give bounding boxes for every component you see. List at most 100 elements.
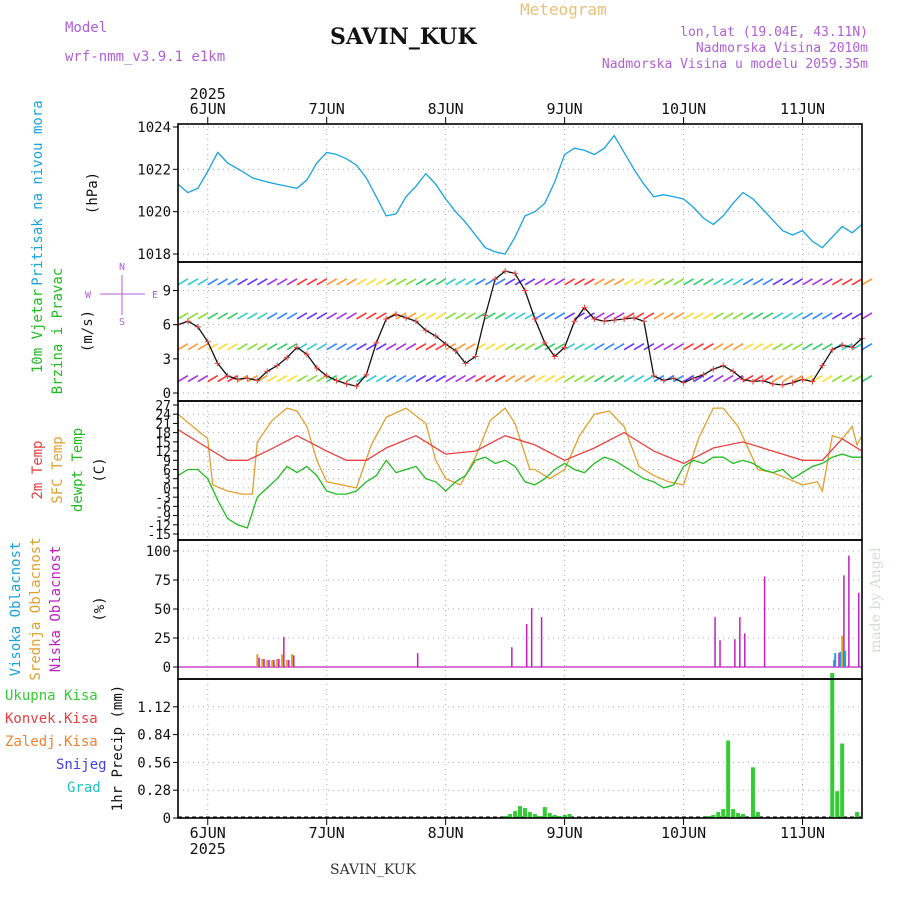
panel-frame-pressure bbox=[177, 123, 863, 263]
wind-speed-marker bbox=[462, 360, 469, 367]
cloud-low-bar bbox=[530, 607, 533, 667]
meteogram-label: Meteogram bbox=[520, 0, 607, 19]
wind-barb bbox=[742, 312, 754, 320]
y-tick-label: 6 bbox=[163, 318, 171, 334]
wind-barb bbox=[227, 343, 238, 351]
wind-speed-marker bbox=[442, 341, 449, 348]
wind-barb bbox=[316, 278, 328, 286]
wind-barb bbox=[772, 278, 784, 286]
wind-barb bbox=[802, 374, 813, 383]
y-tick-label: 0 bbox=[163, 482, 171, 497]
wind-barb bbox=[256, 278, 268, 286]
wind-barb bbox=[336, 343, 348, 351]
wind-barb bbox=[772, 312, 784, 320]
wind-barb bbox=[762, 312, 774, 320]
cloud-low-bar bbox=[293, 655, 295, 667]
compass-e: E bbox=[152, 290, 158, 301]
wind-barb bbox=[207, 343, 219, 351]
precip-unit: 1hr Precip (mm) bbox=[110, 685, 126, 811]
wind-barb bbox=[227, 278, 238, 286]
wind-barb bbox=[544, 278, 556, 286]
wind-speed-marker bbox=[611, 317, 618, 324]
wind-barb bbox=[574, 374, 585, 383]
wind-barb bbox=[802, 278, 813, 286]
wind-speed-marker bbox=[284, 354, 291, 361]
wind-speed-marker bbox=[244, 375, 251, 382]
wind-barb bbox=[177, 374, 189, 383]
wind-barb bbox=[792, 343, 804, 351]
wind-barb bbox=[286, 374, 298, 383]
temp-label-dewpt: dewpt Temp bbox=[70, 428, 86, 512]
wind-barb bbox=[673, 312, 685, 320]
wind-speed-marker bbox=[274, 362, 281, 369]
wind-barb bbox=[474, 374, 486, 383]
precip-bar bbox=[716, 812, 721, 818]
temp-label-sfc: SFC Temp bbox=[50, 436, 66, 503]
wind-barb bbox=[435, 312, 447, 320]
wind-speed-marker bbox=[680, 379, 687, 386]
wind-barb bbox=[346, 343, 357, 351]
wind-speed-marker bbox=[393, 311, 400, 318]
y-tick-label: 0.56 bbox=[137, 755, 171, 771]
wind-speed-marker bbox=[224, 372, 231, 379]
wind-barb bbox=[851, 312, 863, 320]
wind-barb bbox=[296, 278, 308, 286]
cloud-mid-bar bbox=[261, 658, 264, 667]
wind-barb bbox=[534, 312, 546, 320]
precip-bar bbox=[513, 811, 518, 818]
wind-barb bbox=[772, 343, 784, 351]
precip-bar bbox=[542, 807, 547, 818]
compass-w: W bbox=[85, 290, 92, 301]
wind-barb bbox=[782, 312, 794, 320]
cloud-low-bar bbox=[283, 636, 285, 667]
wind-barb bbox=[603, 278, 615, 286]
cloud-unit: (%) bbox=[92, 596, 108, 621]
wind-speed-marker bbox=[769, 380, 776, 387]
wind-barb bbox=[286, 278, 298, 286]
wind-barb bbox=[593, 312, 605, 320]
y-tick-label: 0.28 bbox=[137, 783, 171, 799]
cloud-low-bar bbox=[739, 617, 741, 667]
wind-barb bbox=[276, 312, 288, 320]
y-tick-label: -12 bbox=[148, 519, 171, 534]
wind-barb bbox=[465, 312, 476, 320]
wind-barb bbox=[841, 312, 853, 320]
wind-barb bbox=[474, 278, 486, 286]
pressure-unit: (hPa) bbox=[85, 172, 101, 214]
x-day-label-top: 6JUN bbox=[190, 100, 226, 118]
wind-barb bbox=[415, 374, 427, 383]
wind-barb bbox=[633, 278, 645, 286]
wind-speed-marker bbox=[512, 270, 519, 277]
wind-barb bbox=[702, 312, 714, 320]
wind-barb bbox=[831, 278, 843, 286]
wind-barb bbox=[831, 312, 843, 320]
cloud-low-bar bbox=[525, 624, 528, 667]
precip-bar bbox=[527, 812, 532, 818]
model-elevation-text: Nadmorska Visina u modelu 2059.35m bbox=[601, 57, 868, 72]
wind-barb bbox=[613, 374, 625, 383]
wind-barb bbox=[266, 374, 278, 383]
wind-barb bbox=[584, 343, 595, 351]
wind-speed-marker bbox=[303, 351, 310, 358]
wind-speed-marker bbox=[204, 338, 211, 345]
precip-bar bbox=[736, 813, 741, 818]
y-tick-label: 12 bbox=[155, 445, 171, 460]
wind-barb bbox=[504, 312, 516, 320]
wind-barb bbox=[812, 312, 823, 320]
wind-barb bbox=[663, 343, 675, 351]
wind-barb bbox=[792, 374, 804, 383]
wind-barb bbox=[346, 278, 357, 286]
wind-barb bbox=[415, 278, 427, 286]
wind-speed-marker bbox=[293, 344, 300, 351]
wind-barb bbox=[693, 374, 704, 383]
wind-barb bbox=[732, 278, 744, 286]
cloud-mid-bar bbox=[271, 660, 274, 667]
wind-speed-marker bbox=[660, 377, 667, 384]
wind-barb bbox=[861, 278, 873, 286]
panel-frame-temp bbox=[177, 400, 863, 541]
wind-barb bbox=[197, 278, 209, 286]
precip-bar bbox=[855, 812, 860, 818]
wind-barb bbox=[494, 343, 506, 351]
cloud-low-bar bbox=[511, 647, 513, 667]
wind-barb bbox=[266, 343, 278, 351]
